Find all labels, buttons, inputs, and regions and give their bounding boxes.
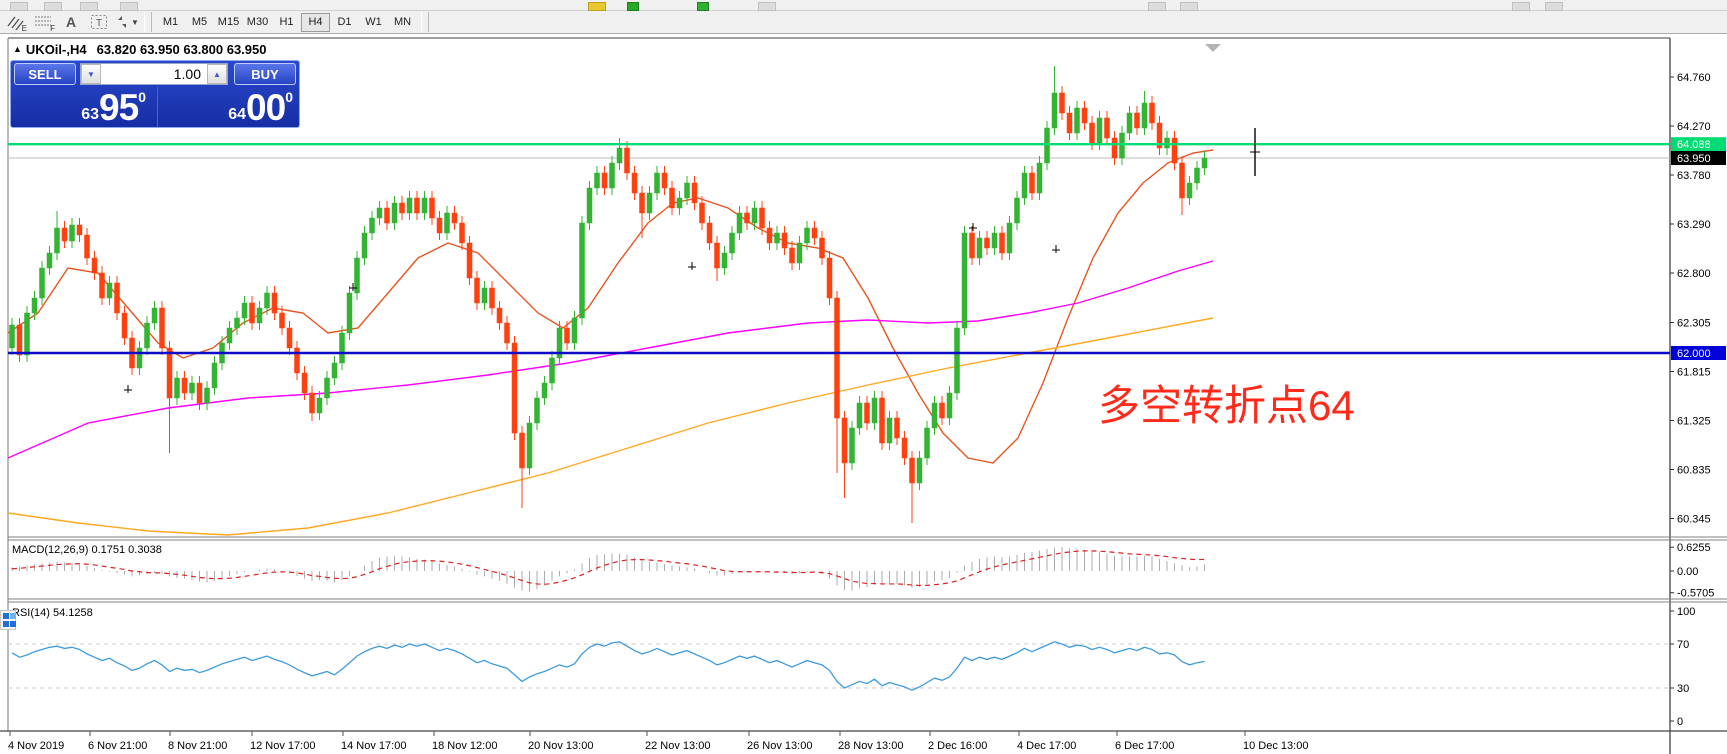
rsi-label: RSI(14) 54.1258 [12, 607, 93, 619]
time-tick-label: 22 Nov 13:00 [645, 740, 710, 752]
macd-panel[interactable]: MACD(12,26,9) 0.1751 0.3038 0.6255 0.00 -0.… [11, 542, 1714, 600]
slow-ma [7, 317, 1214, 536]
fast-ma [7, 149, 1214, 464]
partial-icon [80, 2, 98, 11]
timeframe-h4[interactable]: H4 [301, 12, 330, 32]
timeframe-m1[interactable]: M1 [162, 15, 179, 28]
arrows-dropdown-icon[interactable]: ▼ [114, 12, 140, 32]
timeframe-m30[interactable]: M30 [246, 15, 269, 28]
svg-text:T: T [96, 18, 102, 29]
partial-icon [44, 2, 62, 11]
toolbar: E F A T ▼ M1 M5 M15 M30 H1 H4 D1 W1 MN [0, 11, 1727, 34]
price-level-label: 63.950 [1677, 153, 1711, 165]
timeframe-h1[interactable]: H1 [279, 15, 294, 28]
time-tick-label: 14 Nov 17:00 [341, 740, 406, 752]
equidistant-channel-icon[interactable]: E [2, 12, 28, 33]
symbol-title: ▲ UKOil-,H4 63.820 63.950 63.800 63.950 [13, 42, 266, 57]
partial-icon [1545, 2, 1563, 11]
timeframe-mn[interactable]: MN [393, 15, 412, 28]
one-click-trading-panel: SELL ▼ 1.00 ▲ BUY 63950 64000 [10, 60, 300, 128]
price-tick-label: 61.815 [1677, 367, 1711, 379]
partial-icon [627, 2, 639, 11]
rsi-tick-label: 30 [1677, 683, 1689, 695]
ohlc-values: 63.820 63.950 63.800 63.950 [96, 42, 267, 57]
timeframe-d1[interactable]: D1 [337, 15, 352, 28]
partial-icon [588, 2, 606, 11]
price-tick-label: 63.290 [1677, 219, 1711, 231]
partial-icon [10, 2, 28, 11]
price-tick-label: 64.270 [1677, 121, 1711, 133]
macd-tick-label: 0.6255 [1677, 542, 1711, 554]
toolbar-upper-partial [0, 0, 1727, 11]
object-markers [124, 128, 1260, 393]
macd-tick-label: 0.00 [1677, 566, 1698, 578]
partial-icon [1180, 2, 1198, 11]
macd-tick-label: -0.5705 [1677, 588, 1714, 600]
price-level-label: 64.088 [1677, 139, 1711, 151]
time-tick-label: 6 Dec 17:00 [1115, 740, 1174, 752]
text-tool-icon[interactable]: T [86, 12, 112, 32]
price-tick-label: 62.305 [1677, 318, 1711, 330]
toolbar-separator [144, 12, 152, 32]
text-label-icon[interactable]: A [65, 14, 77, 30]
sell-price[interactable]: 63950 [81, 87, 146, 128]
level-lines[interactable] [8, 142, 1670, 355]
partial-icon [758, 2, 776, 11]
time-tick-label: 4 Nov 2019 [8, 740, 64, 752]
volume-down-button[interactable]: ▼ [81, 64, 101, 84]
rsi-tick-label: 0 [1677, 716, 1683, 728]
candles-layer [9, 66, 1208, 523]
timeframe-m15[interactable]: M15 [217, 15, 240, 28]
price-tick-label: 60.345 [1677, 514, 1711, 526]
macd-label: MACD(12,26,9) 0.1751 0.3038 [12, 544, 162, 556]
price-tick-label: 61.325 [1677, 416, 1711, 428]
time-tick-label: 12 Nov 17:00 [250, 740, 315, 752]
sell-button[interactable]: SELL [14, 63, 76, 85]
time-axis[interactable]: 4 Nov 2019 6 Nov 21:00 8 Nov 21:00 12 Nov 1… [8, 731, 1308, 752]
buy-button[interactable]: BUY [234, 63, 296, 85]
price-tick-label: 64.760 [1677, 72, 1711, 84]
rsi-tick-label: 70 [1677, 639, 1689, 651]
collapse-arrow-icon[interactable]: ▲ [13, 44, 22, 54]
volume-stepper: ▼ 1.00 ▲ [80, 63, 228, 85]
timeframe-w1[interactable]: W1 [365, 15, 382, 28]
price-tick-label: 63.780 [1677, 170, 1711, 182]
time-tick-label: 8 Nov 21:00 [168, 740, 227, 752]
rsi-panel[interactable]: RSI(14) 54.1258 100 70 30 0 [8, 606, 1695, 728]
volume-value[interactable]: 1.00 [173, 66, 201, 82]
time-tick-label: 20 Nov 13:00 [528, 740, 593, 752]
time-tick-label: 26 Nov 13:00 [747, 740, 812, 752]
panel-borders [0, 34, 1727, 754]
dock-icon[interactable] [0, 610, 16, 630]
time-tick-label: 6 Nov 21:00 [88, 740, 147, 752]
price-tick-label: 60.835 [1677, 465, 1711, 477]
volume-up-button[interactable]: ▲ [207, 64, 227, 84]
mid-ma [7, 260, 1214, 459]
price-tick-label: 62.800 [1677, 268, 1711, 280]
annotation-text: 多空转折点64 [1098, 382, 1355, 429]
symbol-name: UKOil-,H4 [25, 42, 87, 57]
price-level-label: 62.000 [1677, 348, 1711, 360]
partial-icon [1148, 2, 1166, 11]
time-tick-label: 28 Nov 13:00 [838, 740, 903, 752]
partial-icon [120, 2, 138, 11]
moving-averages [7, 149, 1214, 536]
fibonacci-retracement-icon[interactable]: F [35, 16, 55, 33]
partial-icon [697, 2, 709, 11]
time-tick-label: 2 Dec 16:00 [928, 740, 987, 752]
toolbar-separator [421, 12, 429, 32]
timeframe-group: M1 M5 M15 M30 H1 H4 D1 W1 MN [156, 12, 417, 32]
timeframe-m5[interactable]: M5 [191, 15, 208, 28]
rsi-tick-label: 100 [1677, 606, 1695, 618]
time-tick-label: 4 Dec 17:00 [1017, 740, 1076, 752]
time-tick-label: 10 Dec 13:00 [1243, 740, 1308, 752]
chart-annotation: 多空转折点64 [1098, 382, 1355, 429]
buy-price[interactable]: 64000 [157, 87, 299, 128]
time-tick-label: 18 Nov 12:00 [432, 740, 497, 752]
partial-icon [1512, 2, 1530, 11]
scroll-marker-icon[interactable] [1205, 44, 1221, 52]
price-axis[interactable]: 64.760 64.270 63.780 63.290 62.800 62.305 61.8… [1670, 72, 1726, 526]
